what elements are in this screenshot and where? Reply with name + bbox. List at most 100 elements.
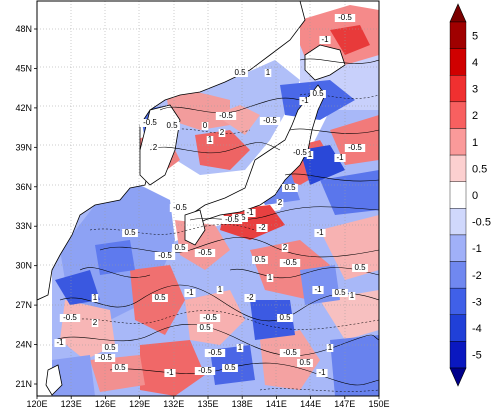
contour-label: 0.5	[334, 288, 346, 297]
contour-label: 1	[266, 68, 271, 77]
colorbar-swatch	[449, 154, 467, 182]
contour-label-bg	[310, 90, 326, 98]
colorbar-swatch	[449, 128, 467, 156]
contour-label-bg	[221, 216, 243, 224]
contour-label-bg	[332, 289, 348, 297]
contour-label-bg	[199, 314, 221, 322]
contour-label-bg	[334, 154, 346, 162]
contour-label: -0.5	[283, 258, 297, 267]
contour-label-bg	[172, 244, 188, 252]
contour-label: 0.5	[114, 363, 126, 372]
contour-label: -1	[56, 338, 64, 347]
contour-label: -0.5	[338, 13, 352, 22]
y-tick-label: 33N	[15, 221, 32, 231]
colorbar-swatch	[449, 314, 467, 342]
contour-label: 0.5	[166, 121, 178, 130]
contour-label-bg	[264, 69, 272, 77]
contour-label-bg	[256, 224, 268, 232]
y-tick-label: 27N	[15, 300, 32, 310]
contour-label: 0.5	[354, 263, 366, 272]
contour-label: -0.5	[203, 313, 217, 322]
contour-label-bg	[154, 252, 176, 260]
anomaly-field: -1-0.50.5 1-0.512-0.5-10.502-0.5 0.5-0.5 1-…	[37, 1, 379, 396]
contour-label-bg	[194, 367, 216, 375]
colorbar-swatch	[449, 48, 467, 76]
contour-label: 0.5	[154, 293, 166, 302]
contour-label-bg	[299, 97, 311, 105]
contour-label-bg	[152, 294, 168, 302]
colorbar-label: -4	[472, 323, 482, 335]
contour-label: 0.5	[299, 358, 311, 367]
x-tick-label: 135E	[197, 399, 218, 408]
x-tick-label: 141E	[266, 399, 287, 408]
x-tick-label: 150E	[368, 399, 389, 408]
contour-label: -2	[258, 223, 266, 232]
contour-label-bg	[279, 349, 301, 357]
colorbar-swatch	[449, 341, 467, 369]
contour-label-bg	[194, 249, 216, 257]
contour-label: -0.5	[143, 118, 157, 127]
y-tick-label: 36N	[15, 182, 32, 192]
colorbar-label: -3	[472, 296, 482, 308]
contour-label-bg	[316, 369, 328, 377]
colorbar-label: 1	[472, 137, 478, 149]
contour-label: -0.5	[293, 148, 307, 157]
contour-label-bg	[102, 344, 118, 352]
y-tick-label: 24N	[15, 340, 32, 350]
x-tick-label: 144E	[300, 399, 321, 408]
contour-label: 1	[268, 273, 273, 282]
contour-label: 1	[93, 293, 98, 302]
colorbar-swatch	[449, 261, 467, 289]
contour-label: 2	[278, 198, 283, 207]
colorbar-label: 4	[472, 57, 478, 69]
contour-label-bg	[54, 339, 66, 347]
contour-label: -1	[314, 285, 322, 294]
contour-label-bg	[276, 199, 284, 207]
contour-label: -0.5	[198, 248, 212, 257]
colorbar-label: -1	[472, 243, 482, 255]
colorbar-label: -2	[472, 270, 482, 282]
contour-label-bg	[252, 256, 268, 264]
contour-label: -0.5	[173, 203, 187, 212]
contour-label-bg	[266, 274, 274, 282]
x-axis-ticks: 120E 123E 126E 129E 132E 135E 138E 141E 144E 147E…	[26, 396, 390, 408]
x-tick-label: 147E	[334, 399, 355, 408]
contour-label: -0.5	[158, 251, 172, 260]
contour-label: 2	[283, 243, 288, 252]
contour-label-bg	[232, 69, 248, 77]
contour-label-bg	[59, 314, 81, 322]
contour-label: -1	[246, 208, 254, 217]
contour-label: -2	[246, 293, 254, 302]
contour-label-bg	[244, 209, 256, 217]
contour-label-bg	[282, 184, 298, 192]
contour-label-bg	[112, 364, 128, 372]
contour-label-bg	[326, 344, 334, 352]
graticule	[37, 1, 379, 396]
y-axis-ticks: 21N 24N 27N 30N 33N 36N 39N 42N 45N 48N	[15, 24, 37, 389]
y-tick-label: 30N	[15, 261, 32, 271]
contour-label-bg	[222, 364, 238, 372]
contour-label-bg	[94, 354, 116, 362]
contour-label-bg	[206, 136, 214, 144]
contour-label-bg	[244, 294, 256, 302]
contour-label-bg	[334, 14, 356, 22]
colorbar-swatch	[449, 101, 467, 129]
contour-label-bg	[91, 294, 99, 302]
contour-labels: -1-0.50.5 1-0.512-0.5-10.502-0.5 0.5-0.5 1-…	[54, 13, 368, 377]
contour-label: -1	[316, 228, 324, 237]
colorbar-swatch	[449, 181, 467, 209]
x-tick-label: 138E	[232, 399, 253, 408]
contour-label: 1	[328, 343, 333, 352]
colorbar-swatch	[449, 234, 467, 262]
contour-label: -1	[336, 153, 344, 162]
y-tick-label: 42N	[15, 103, 32, 113]
colorbar: 5 4 3 2 1 0.5 0 -0.5 -1 -2 -3 -4 -5	[449, 3, 491, 387]
contour-label-bg	[91, 319, 99, 327]
contour-label: 2	[220, 128, 225, 137]
contour-label-bg	[215, 112, 237, 120]
colorbar-label: 5	[472, 30, 478, 42]
x-tick-label: 120E	[26, 399, 47, 408]
contour-label: 1	[208, 135, 213, 144]
contour-label-bg	[204, 349, 226, 357]
x-tick-label: 123E	[61, 399, 82, 408]
